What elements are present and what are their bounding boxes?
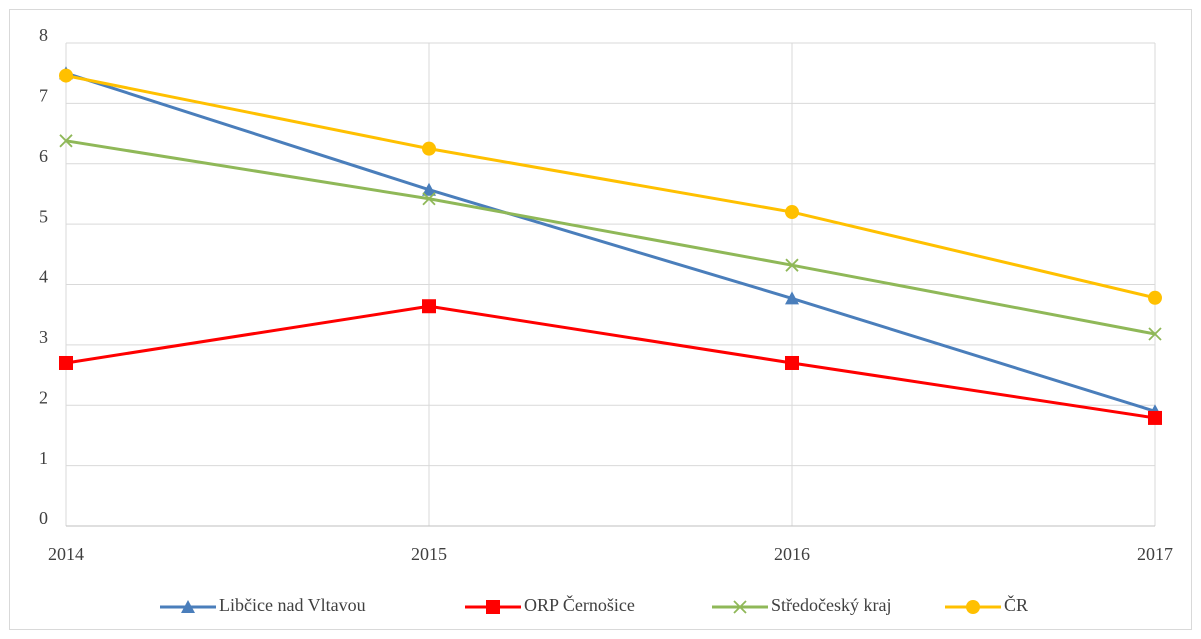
marker bbox=[422, 192, 436, 206]
series-line bbox=[65, 74, 1156, 300]
series-line bbox=[65, 304, 1156, 420]
marker bbox=[59, 355, 73, 370]
marker bbox=[785, 355, 799, 370]
marker bbox=[486, 600, 500, 614]
y-tick-label: 6 bbox=[39, 146, 48, 166]
marker bbox=[59, 68, 73, 83]
marker bbox=[733, 600, 747, 614]
marker bbox=[785, 258, 799, 272]
y-tick-label: 4 bbox=[39, 267, 48, 287]
marker bbox=[422, 299, 436, 314]
y-tick-label: 2 bbox=[39, 387, 48, 407]
x-tick-label: 2014 bbox=[48, 544, 84, 564]
x-tick-label: 2017 bbox=[1137, 544, 1173, 564]
y-tick-label: 1 bbox=[39, 448, 48, 468]
series-line bbox=[65, 71, 1156, 413]
y-tick-label: 5 bbox=[39, 206, 48, 226]
y-tick-label: 3 bbox=[39, 327, 48, 347]
marker bbox=[785, 291, 799, 305]
marker bbox=[422, 182, 436, 196]
legend-label: ORP Černošice bbox=[524, 594, 635, 615]
y-tick-label: 7 bbox=[39, 86, 48, 106]
x-tick-label: 2016 bbox=[774, 544, 810, 564]
series-line bbox=[65, 139, 1156, 336]
marker bbox=[1148, 290, 1162, 305]
marker bbox=[422, 141, 436, 156]
marker bbox=[966, 600, 980, 614]
marker bbox=[59, 134, 73, 148]
chart-border bbox=[9, 9, 1192, 630]
marker bbox=[181, 600, 195, 613]
y-tick-label: 8 bbox=[39, 25, 48, 45]
marker bbox=[785, 205, 799, 220]
y-tick-label: 0 bbox=[39, 508, 48, 528]
marker bbox=[1148, 410, 1162, 425]
legend-label: Středočeský kraj bbox=[771, 595, 891, 615]
legend-label: Libčice nad Vltavou bbox=[219, 595, 366, 615]
marker bbox=[1148, 327, 1162, 341]
x-tick-label: 2015 bbox=[411, 544, 447, 564]
legend-label: ČR bbox=[1004, 594, 1028, 615]
